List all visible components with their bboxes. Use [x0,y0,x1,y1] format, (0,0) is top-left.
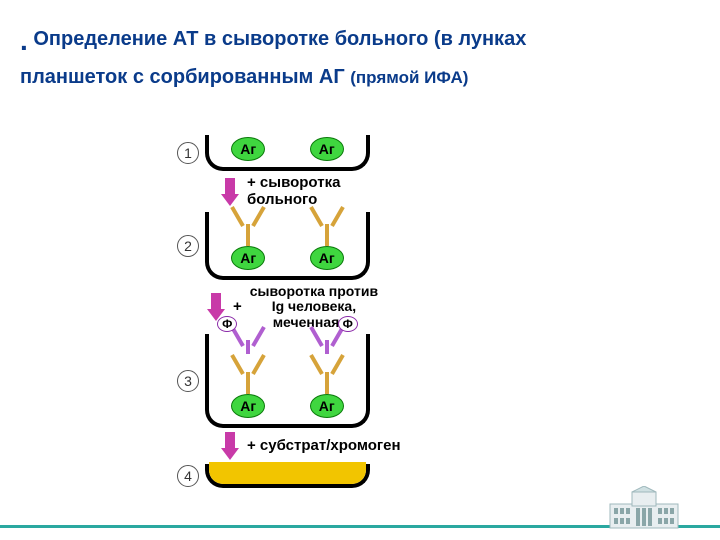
ab2-ab1-ag-stack: Ф Аг [310,326,344,418]
antibody-labeled-icon: Ф [310,326,344,354]
ag-circle: Аг [310,137,344,161]
antibody-labeled-icon: Ф [231,326,265,354]
step-number-2: 2 [177,235,199,257]
step-1: 1 Аг Аг [195,135,515,171]
ag-circle: Аг [310,246,344,270]
label-2-plus: + [233,299,242,316]
ag-circle: Аг [231,246,265,270]
well-4-result [205,464,370,488]
step-2: 2 Аг Аг [195,212,515,280]
ag-circle: Аг [231,137,265,161]
result-fill [209,462,366,484]
title-line1: Определение АТ в сыворотке больного (в л… [28,28,527,50]
antibody-icon [310,354,344,394]
label-2: сыворотка против Ig человека, меченная Ф [250,284,378,330]
step-number-1: 1 [177,142,199,164]
step-4: 4 [195,464,515,488]
well-2: Аг Аг [205,212,370,280]
ag-circle: Аг [231,394,265,418]
label-1: + сыворотка больного [247,175,340,208]
arrow-down-icon [221,432,239,460]
ab-ag-stack: Аг [231,206,265,270]
antibody-icon [310,206,344,246]
step-number-3: 3 [177,370,199,392]
antibody-icon [231,354,265,394]
title-line2: планшеток с сорбированным АГ [20,66,350,88]
ag-circle: Аг [310,394,344,418]
ab-ag-stack: Аг [310,206,344,270]
phi-tag: Ф [338,316,358,332]
arrow-row-1: + сыворотка больного [221,175,515,208]
slide-title: . Определение АТ в сыворотке больного (в… [20,20,600,92]
step-3: 3 Ф Аг Ф Аг [195,334,515,428]
building-icon [608,486,680,530]
arrow-row-2: + сыворотка против Ig человека, меченная… [207,284,515,330]
title-bullet: . [20,25,28,56]
antibody-icon [231,206,265,246]
arrow-row-3: + субстрат/хромоген [221,432,515,460]
title-line2-small: (прямой ИФА) [350,68,468,87]
arrow-down-icon [221,178,239,206]
well-1: Аг Аг [205,135,370,171]
elisa-diagram: 1 Аг Аг + сыворотка больного 2 Аг [195,135,515,490]
ab2-ab1-ag-stack: Ф Аг [231,326,265,418]
step-number-4: 4 [177,465,199,487]
label-3: + субстрат/хромоген [247,438,401,455]
well-3: Ф Аг Ф Аг [205,334,370,428]
